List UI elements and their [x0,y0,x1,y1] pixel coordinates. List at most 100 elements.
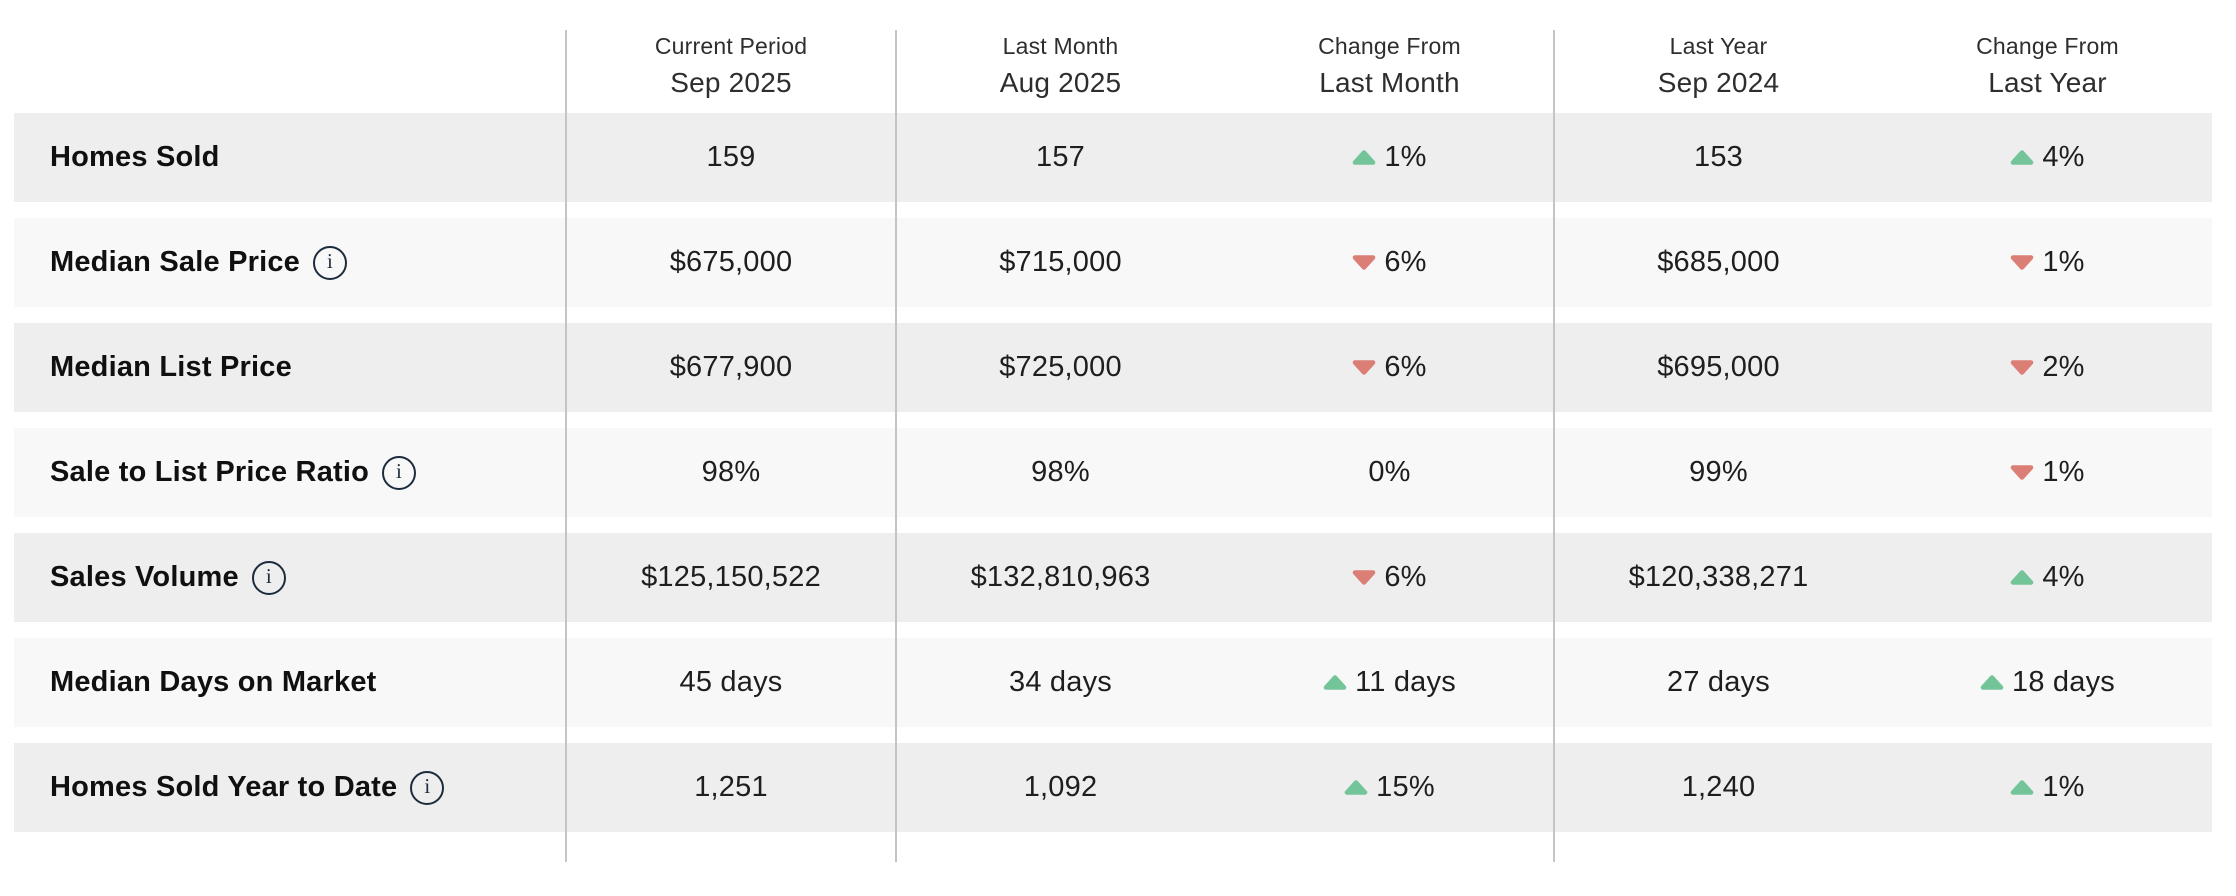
up-triangle-icon [2011,780,2034,795]
current-period-value: 159 [706,141,756,173]
metric-label: Sale to List Price Ratio [50,456,370,488]
header-line2: Last Year [1988,67,2107,98]
header-line1: Last Month [1002,33,1119,59]
metric-label: Median Sale Price [50,246,301,278]
change-value: 1% [2042,771,2085,803]
divider-after-current-period [895,30,897,862]
down-triangle-icon [1353,255,1376,270]
change-value: 18 days [2012,666,2115,698]
change-from-last-month: 0% [1225,428,1554,517]
up-triangle-icon [2011,570,2034,585]
metric-label: Sales Volume [50,561,239,593]
change-from-last-month: 11 days [1225,638,1554,727]
change-from-last-year: 4% [1883,533,2212,622]
change-from-last-month: 1% [1225,113,1554,202]
up-triangle-icon [1344,780,1368,795]
metric-label-cell: Homes Sold i [14,113,566,202]
last-month-value: 1,092 [1023,771,1098,803]
table-row-median-days-on-market: Median Days on Market i 45 days 34 days … [14,638,2212,727]
metric-label-cell: Sale to List Price Ratio i [14,428,566,517]
header-label-spacer [14,30,566,113]
last-year-value: $685,000 [1657,246,1780,278]
change-value: 11 days [1355,666,1456,698]
current-period-value: $675,000 [669,246,793,278]
info-icon-glyph: i [396,459,403,483]
down-triangle-icon [1353,360,1376,375]
table-body: Homes Sold i 159 157 1% 153 4% [14,113,2212,832]
metric-label-cell: Median Sale Price i [14,218,566,307]
last-month-value: 34 days [1009,666,1112,698]
info-icon-glyph: i [424,774,431,798]
down-triangle-icon [2011,360,2034,375]
header-line1: Last Year [1669,33,1768,59]
last-year-value: 27 days [1667,666,1770,698]
current-period-value: $125,150,522 [641,561,821,593]
up-triangle-icon [1980,675,2004,690]
change-value: 1% [1384,141,1427,173]
header-line1: Current Period [654,33,808,59]
last-year-value: $120,338,271 [1628,561,1809,593]
change-value: 4% [2042,561,2085,593]
change-from-last-year: 1% [1883,218,2212,307]
last-year-value: 99% [1689,456,1748,488]
change-value: 15% [1376,771,1435,803]
last-month-value: $725,000 [999,351,1122,383]
info-icon-glyph: i [326,249,334,273]
table-row-homes-sold-ytd: Homes Sold Year to Date i 1,251 1,092 15… [14,743,2212,832]
change-from-last-month: 6% [1225,218,1554,307]
change-value: 4% [2042,141,2085,173]
metric-label: Median Days on Market [50,666,377,698]
info-icon[interactable]: i [251,560,286,595]
change-value: 1% [2042,246,2085,278]
last-month-value: $715,000 [999,246,1122,278]
metric-label-cell: Median List Price i [14,323,566,412]
metric-label-cell: Homes Sold Year to Date i [14,743,566,832]
change-value: 2% [2042,351,2085,383]
change-value: 6% [1384,351,1427,383]
down-triangle-icon [1353,570,1376,585]
current-period-value: 1,251 [694,771,768,803]
table-row-sale-to-list-ratio: Sale to List Price Ratio i 98% 98% 0% 99… [14,428,2212,517]
change-value: 0% [1368,456,1411,488]
up-triangle-icon [1323,675,1347,690]
header-change-from-last-month: Change From Last Month [1225,30,1554,113]
header-last-month: Last Month Aug 2025 [896,30,1225,113]
up-triangle-icon [2011,150,2034,165]
last-month-value: 98% [1031,456,1090,488]
down-triangle-icon [2011,465,2034,480]
header-line2: Sep 2024 [1657,67,1780,98]
up-triangle-icon [1353,150,1376,165]
current-period-value: 45 days [679,666,783,698]
change-from-last-month: 6% [1225,533,1554,622]
table-header-row: Current Period Sep 2025 Last Month Aug 2… [14,0,2212,113]
header-change-from-last-year: Change From Last Year [1883,30,2212,113]
info-icon-glyph: i [265,564,272,588]
change-from-last-month: 15% [1225,743,1554,832]
info-icon[interactable]: i [382,455,417,490]
change-from-last-year: 1% [1883,428,2212,517]
info-icon[interactable]: i [313,245,348,280]
change-value: 6% [1384,246,1427,278]
current-period-value: 98% [701,456,761,488]
header-line2: Sep 2025 [670,67,792,98]
header-last-year: Last Year Sep 2024 [1554,30,1883,113]
divider-after-labels [565,30,567,862]
info-icon[interactable]: i [410,770,445,805]
change-value: 6% [1384,561,1427,593]
header-line2: Last Month [1319,67,1460,98]
change-from-last-year: 1% [1883,743,2212,832]
change-from-last-year: 2% [1883,323,2212,412]
table-row-homes-sold: Homes Sold i 159 157 1% 153 4% [14,113,2212,202]
down-triangle-icon [2011,255,2034,270]
last-year-value: 1,240 [1681,771,1756,803]
header-line1: Change From [1318,33,1461,59]
table-row-median-list-price: Median List Price i $677,900 $725,000 6%… [14,323,2212,412]
change-from-last-year: 18 days [1883,638,2212,727]
last-month-value: 157 [1036,141,1085,173]
market-stats-table: Current Period Sep 2025 Last Month Aug 2… [14,0,2212,832]
metric-label-cell: Sales Volume i [14,533,566,622]
current-period-value: $677,900 [669,351,793,383]
table-row-median-sale-price: Median Sale Price i $675,000 $715,000 6%… [14,218,2212,307]
header-line1: Change From [1976,33,2119,59]
